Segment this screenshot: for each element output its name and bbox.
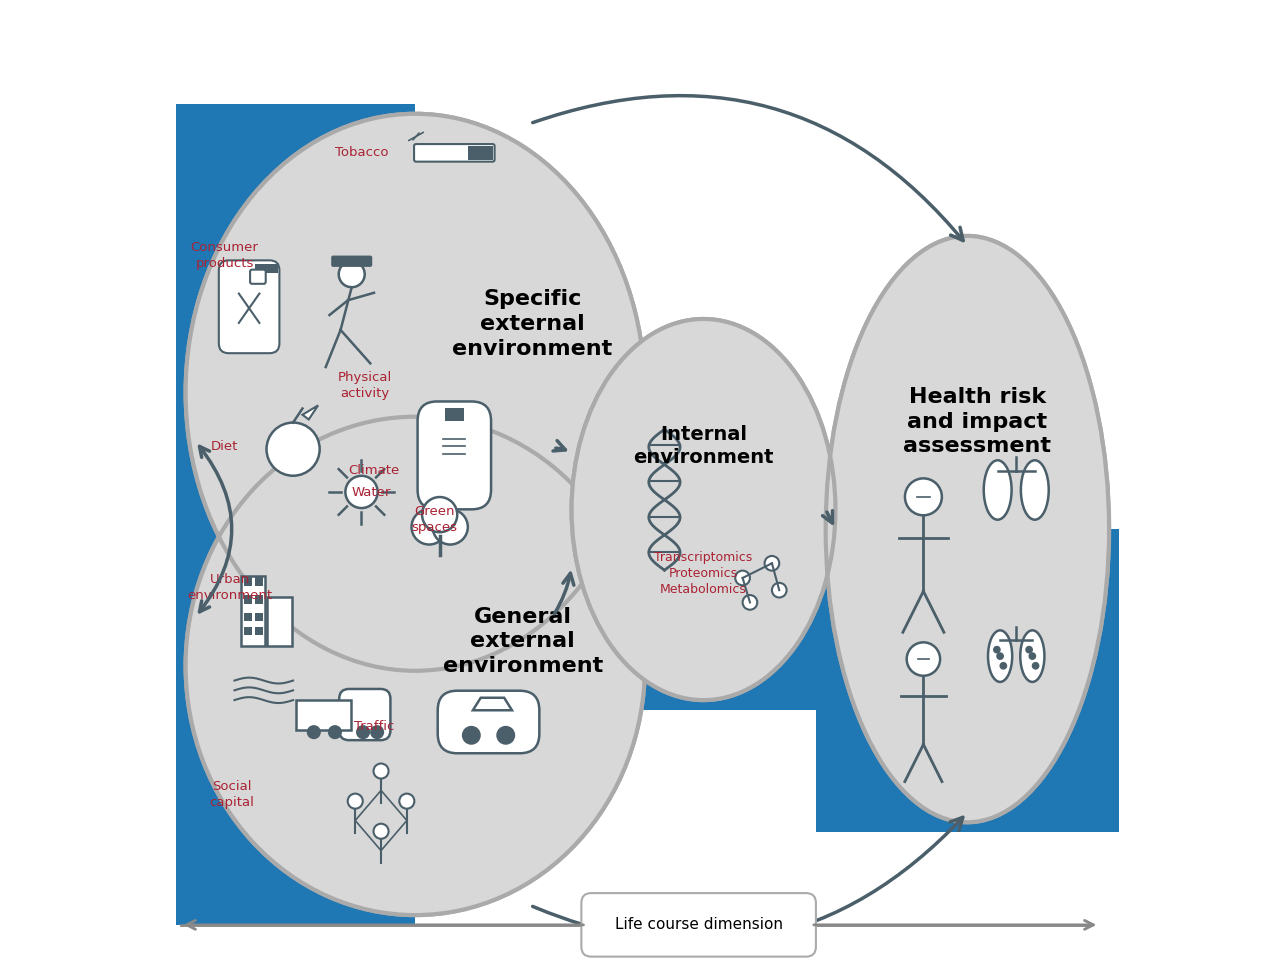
Circle shape xyxy=(906,642,940,676)
Bar xyxy=(445,409,463,421)
Bar xyxy=(255,265,279,273)
FancyBboxPatch shape xyxy=(417,402,492,510)
FancyBboxPatch shape xyxy=(241,575,265,646)
FancyBboxPatch shape xyxy=(250,270,266,284)
Bar xyxy=(255,577,262,586)
Text: General
external
environment: General external environment xyxy=(443,607,603,676)
Circle shape xyxy=(462,726,480,744)
FancyBboxPatch shape xyxy=(438,691,539,754)
Circle shape xyxy=(433,510,467,545)
Text: Health risk
and impact
assessment: Health risk and impact assessment xyxy=(904,387,1051,457)
Text: Water: Water xyxy=(352,486,390,500)
Circle shape xyxy=(1029,653,1037,660)
Circle shape xyxy=(328,725,342,739)
Ellipse shape xyxy=(1021,461,1048,519)
Bar xyxy=(244,595,252,604)
Bar xyxy=(815,529,1119,832)
Circle shape xyxy=(422,497,457,532)
Text: Diet: Diet xyxy=(211,439,238,453)
Circle shape xyxy=(346,476,378,508)
Text: Social
capital: Social capital xyxy=(209,780,253,809)
Polygon shape xyxy=(472,698,512,710)
Text: Internal
environment: Internal environment xyxy=(634,424,774,467)
FancyBboxPatch shape xyxy=(332,256,372,267)
Ellipse shape xyxy=(988,630,1012,682)
Bar xyxy=(255,612,262,621)
Bar xyxy=(244,612,252,621)
FancyBboxPatch shape xyxy=(581,893,815,956)
FancyBboxPatch shape xyxy=(268,597,292,646)
Circle shape xyxy=(399,794,415,808)
Circle shape xyxy=(1000,662,1007,669)
Text: Urban
environment: Urban environment xyxy=(187,573,273,603)
Circle shape xyxy=(374,824,389,839)
Text: Specific
external
environment: Specific external environment xyxy=(452,289,613,359)
Ellipse shape xyxy=(186,114,645,670)
Circle shape xyxy=(772,583,787,598)
Bar xyxy=(244,626,252,635)
Circle shape xyxy=(905,478,942,515)
Text: Life course dimension: Life course dimension xyxy=(614,917,782,932)
Bar xyxy=(562,514,845,710)
Text: Green
spaces: Green spaces xyxy=(412,505,458,534)
Text: Traffic: Traffic xyxy=(355,720,394,733)
Circle shape xyxy=(374,763,389,778)
Circle shape xyxy=(735,570,750,585)
Bar xyxy=(296,701,351,730)
Circle shape xyxy=(993,646,1001,654)
Circle shape xyxy=(339,262,365,287)
Ellipse shape xyxy=(572,318,836,700)
Ellipse shape xyxy=(186,416,645,915)
Bar xyxy=(175,104,415,680)
Circle shape xyxy=(1032,662,1039,669)
Ellipse shape xyxy=(1020,630,1044,682)
Circle shape xyxy=(764,556,780,570)
Text: Physical
activity: Physical activity xyxy=(338,371,392,400)
Circle shape xyxy=(497,726,515,744)
Text: Transcriptomics
Proteomics
Metabolomics: Transcriptomics Proteomics Metabolomics xyxy=(654,551,753,596)
Circle shape xyxy=(266,422,320,475)
Text: Consumer
products: Consumer products xyxy=(191,241,259,270)
Bar xyxy=(255,626,262,635)
Ellipse shape xyxy=(826,236,1108,822)
Bar xyxy=(175,407,415,925)
Circle shape xyxy=(356,725,370,739)
Circle shape xyxy=(996,653,1004,660)
Ellipse shape xyxy=(186,114,645,670)
Circle shape xyxy=(412,510,447,545)
Circle shape xyxy=(348,794,362,808)
Circle shape xyxy=(307,725,321,739)
Ellipse shape xyxy=(826,236,1108,822)
Ellipse shape xyxy=(572,318,836,700)
FancyBboxPatch shape xyxy=(219,261,279,353)
Circle shape xyxy=(370,725,384,739)
FancyBboxPatch shape xyxy=(413,144,494,162)
Bar xyxy=(244,577,252,586)
Circle shape xyxy=(1025,646,1033,654)
Text: Tobacco: Tobacco xyxy=(335,146,388,160)
Polygon shape xyxy=(302,406,319,419)
Circle shape xyxy=(742,595,758,610)
Text: Climate: Climate xyxy=(348,464,399,477)
Ellipse shape xyxy=(186,416,645,915)
Bar xyxy=(468,146,493,160)
FancyBboxPatch shape xyxy=(339,689,390,740)
Ellipse shape xyxy=(984,461,1011,519)
Bar xyxy=(255,595,262,604)
